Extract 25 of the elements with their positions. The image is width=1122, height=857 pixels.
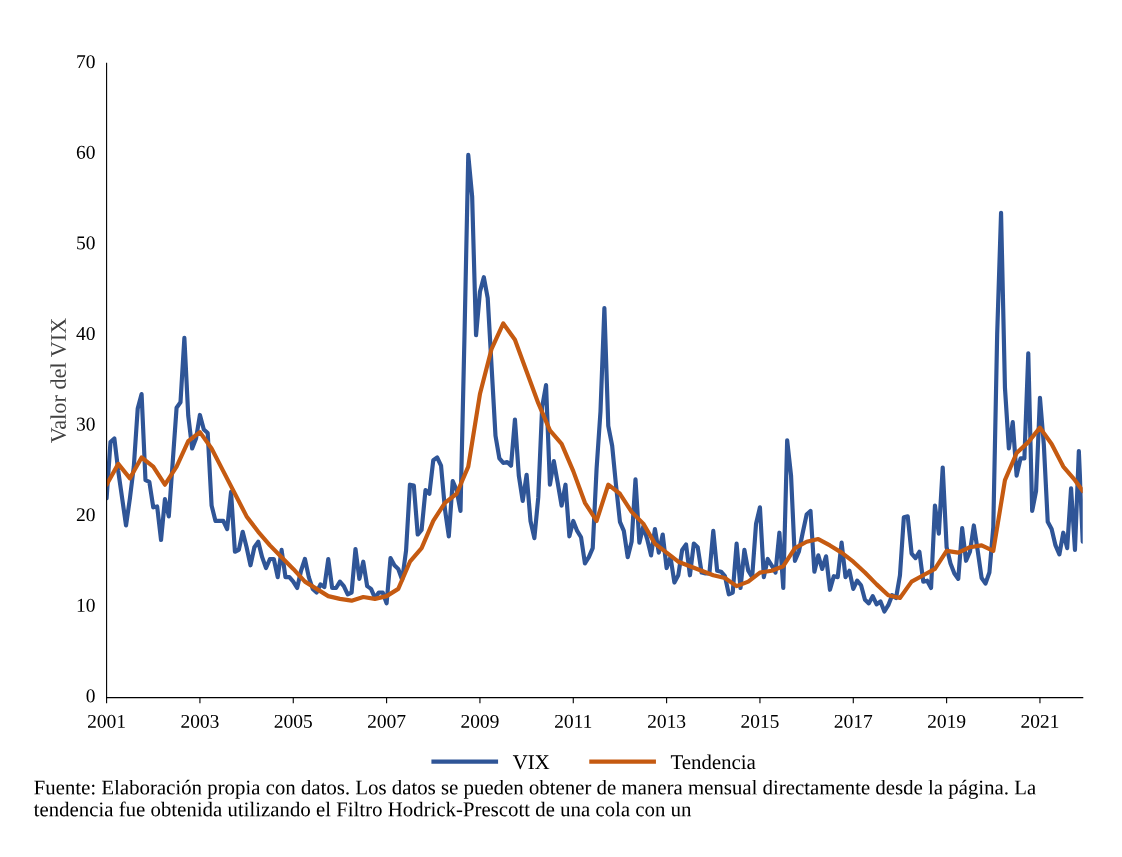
y-tick-label: 70 bbox=[77, 55, 95, 69]
x-tick-label: 2017 bbox=[834, 714, 873, 728]
y-axis-title: Valor del VIX bbox=[50, 318, 67, 443]
legend-label: VIX bbox=[512, 755, 550, 770]
x-tick-label: 2021 bbox=[1021, 714, 1059, 728]
y-tick-label: 10 bbox=[77, 598, 95, 612]
x-tick-label: 2007 bbox=[368, 714, 406, 728]
legend-label: Tendencia bbox=[670, 754, 756, 770]
y-tick-label: 20 bbox=[76, 508, 95, 522]
x-tick-label: 2009 bbox=[461, 714, 499, 728]
y-tick-label: 60 bbox=[76, 145, 95, 159]
x-tick-label: 2013 bbox=[648, 714, 686, 728]
line-series bbox=[106, 321, 1083, 603]
source-note: Fuente: Elaboración propia con datos. Los datos se pueden obtener de manera mensual directamente desde la página. La tendencia fue obtenida utilizando el Filtro Hodrick-Prescott de una cola con un bbox=[33, 779, 1036, 817]
y-tick-label: 50 bbox=[77, 236, 95, 250]
x-tick-label: 2001 bbox=[88, 714, 125, 728]
x-tick-label: 2011 bbox=[555, 714, 592, 728]
y-tick-label: 0 bbox=[86, 689, 95, 703]
x-tick-label: 2005 bbox=[274, 714, 312, 728]
line-series bbox=[106, 152, 1083, 614]
x-tick-label: 2003 bbox=[181, 714, 219, 728]
y-tick-label: 30 bbox=[76, 417, 95, 431]
x-tick-label: 2015 bbox=[741, 714, 779, 728]
x-tick-label: 2019 bbox=[928, 714, 966, 728]
y-tick-label: 40 bbox=[76, 326, 95, 341]
